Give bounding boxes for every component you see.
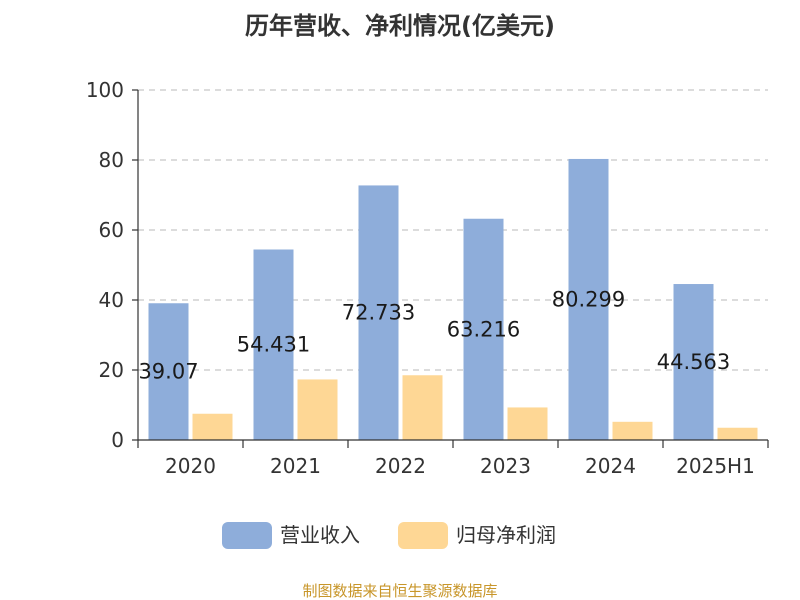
x-tick-label: 2020	[165, 454, 216, 478]
source-note: 制图数据来自恒生聚源数据库	[302, 582, 497, 600]
x-tick-label: 2023	[480, 454, 531, 478]
data-labels: 39.07 54.431 72.733 63.216 80.299 44.563	[138, 287, 730, 383]
legend-item-revenue[interactable]: 营业收入	[222, 522, 360, 549]
y-tick-label: 60	[99, 218, 124, 242]
bar-revenue[interactable]	[673, 284, 714, 440]
legend-label: 营业收入	[280, 523, 360, 547]
legend-label: 归母净利润	[456, 523, 556, 547]
data-label: 54.431	[237, 333, 310, 357]
bar-net-profit[interactable]	[717, 427, 758, 440]
y-tick-label: 40	[99, 288, 124, 312]
y-tick-label: 80	[99, 148, 124, 172]
bar-net-profit[interactable]	[612, 421, 653, 440]
bar-revenue[interactable]	[568, 158, 609, 441]
x-tick-label: 2022	[375, 454, 426, 478]
bars	[148, 158, 758, 441]
legend-swatch	[398, 522, 448, 549]
bar-net-profit[interactable]	[297, 379, 338, 440]
data-label: 39.07	[138, 360, 198, 384]
legend-item-net-profit[interactable]: 归母净利润	[398, 522, 556, 549]
y-tick-label: 100	[86, 78, 124, 102]
bar-revenue[interactable]	[463, 218, 504, 440]
grid-lines	[138, 89, 768, 371]
y-tick-label: 20	[99, 358, 124, 382]
y-tick-label: 0	[111, 428, 124, 452]
bar-revenue[interactable]	[358, 185, 399, 440]
data-label: 72.733	[342, 301, 415, 325]
x-tick-label: 2024	[585, 454, 636, 478]
x-tick-label: 2025H1	[676, 454, 755, 478]
data-label: 44.563	[657, 350, 730, 374]
legend[interactable]: 营业收入 归母净利润	[222, 522, 556, 549]
data-label: 80.299	[552, 287, 625, 311]
bar-net-profit[interactable]	[192, 413, 233, 440]
x-tick-label: 2021	[270, 454, 321, 478]
data-label: 63.216	[447, 317, 520, 341]
axes: 0 20 40 60 80 100 2020 2021 2022 2023 2024 2025H1	[86, 78, 769, 478]
bar-revenue[interactable]	[253, 249, 294, 440]
legend-swatch	[222, 522, 272, 549]
bar-revenue[interactable]	[148, 303, 189, 440]
bar-net-profit[interactable]	[402, 375, 443, 440]
bar-net-profit[interactable]	[507, 407, 548, 440]
chart-title: 历年营收、净利情况(亿美元)	[245, 12, 555, 40]
